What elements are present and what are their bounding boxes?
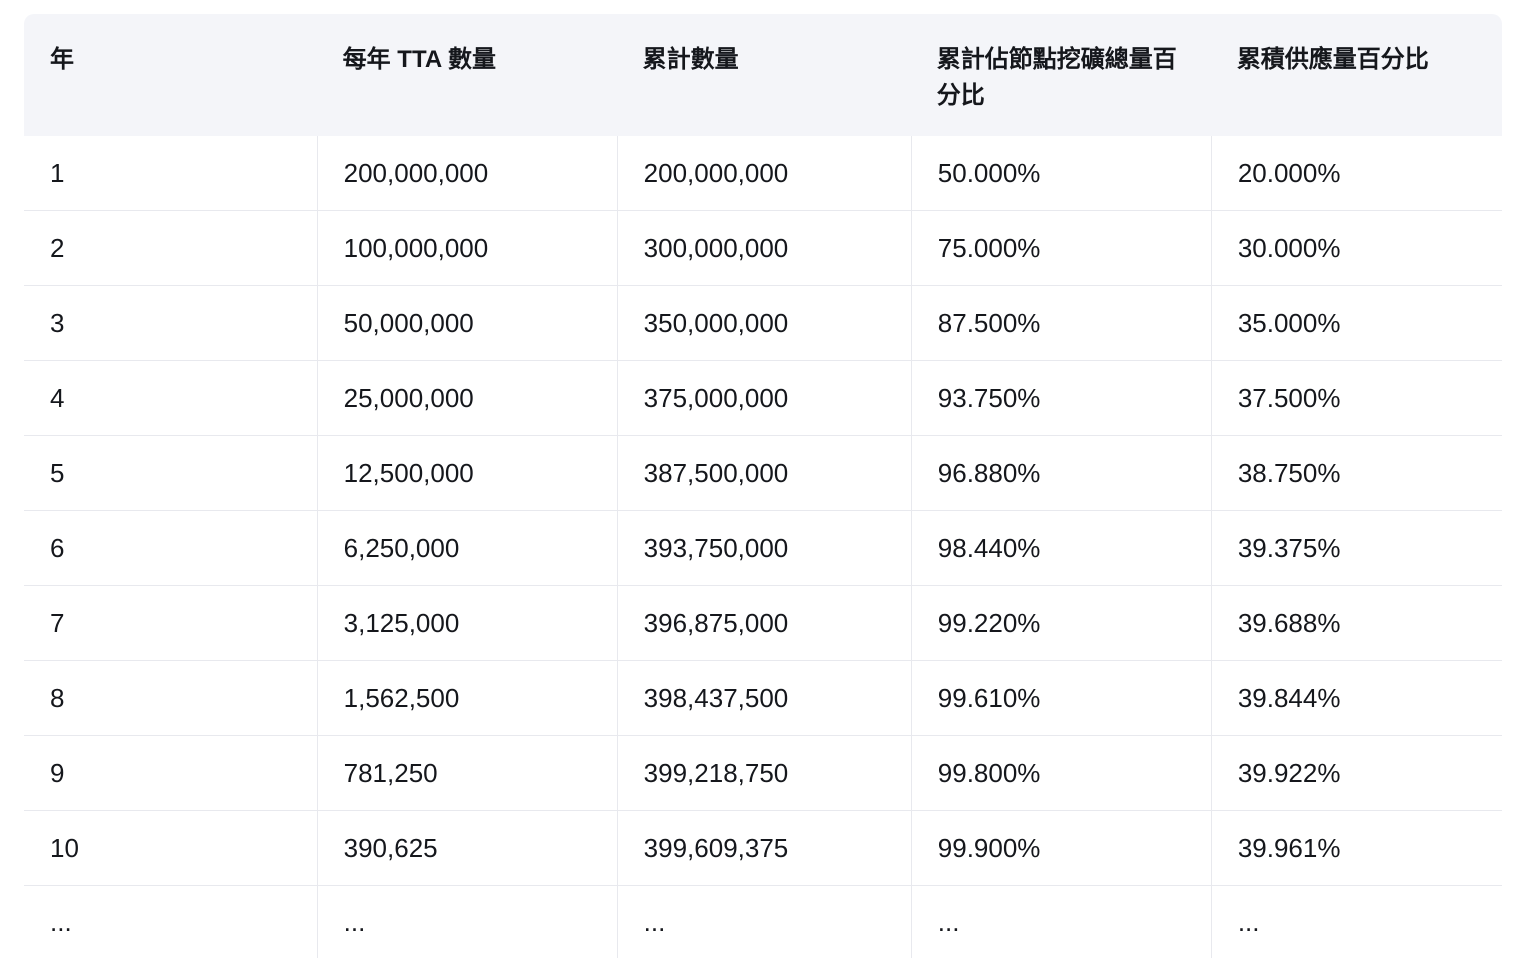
column-header-annual-tta-amount: 每年 TTA 數量 — [316, 14, 617, 136]
cell-annual-tta-amount: 6,250,000 — [316, 511, 617, 586]
cell-annual-tta-amount: 390,625 — [316, 811, 617, 886]
cell-year: 1 — [24, 136, 317, 211]
cell-annual-tta-amount: 3,125,000 — [316, 586, 617, 661]
cell-cumulative-supply-percent: 20.000% — [1210, 136, 1502, 211]
cell-cumulative-supply-percent: 30.000% — [1210, 211, 1502, 286]
cell-annual-tta-amount: 200,000,000 — [316, 136, 617, 211]
token-release-table: 年 每年 TTA 數量 累計數量 累計佔節點挖礦總量百分比 累積供應量百分比 1… — [24, 14, 1502, 958]
cell-year: 4 — [24, 361, 317, 436]
cell-cumulative-supply-percent: 38.750% — [1210, 436, 1502, 511]
cell-year: 8 — [24, 661, 317, 736]
cell-cumulative-supply-percent: 37.500% — [1210, 361, 1502, 436]
cell-cumulative-amount: ... — [616, 886, 911, 958]
cell-cumulative-node-mining-percent: 99.610% — [910, 661, 1211, 736]
cell-cumulative-supply-percent: 39.688% — [1210, 586, 1502, 661]
table-row: 9 781,250 399,218,750 99.800% 39.922% — [24, 736, 1502, 811]
cell-cumulative-node-mining-percent: 75.000% — [910, 211, 1211, 286]
table-body: 1 200,000,000 200,000,000 50.000% 20.000… — [24, 136, 1502, 958]
cell-cumulative-amount: 399,609,375 — [616, 811, 911, 886]
cell-cumulative-node-mining-percent: 98.440% — [910, 511, 1211, 586]
cell-cumulative-node-mining-percent: 99.900% — [910, 811, 1211, 886]
cell-year: 7 — [24, 586, 317, 661]
cell-annual-tta-amount: 50,000,000 — [316, 286, 617, 361]
cell-cumulative-supply-percent: 35.000% — [1210, 286, 1502, 361]
column-header-cumulative-amount: 累計數量 — [616, 14, 911, 136]
cell-cumulative-node-mining-percent: 87.500% — [910, 286, 1211, 361]
table-row: 6 6,250,000 393,750,000 98.440% 39.375% — [24, 511, 1502, 586]
cell-cumulative-amount: 393,750,000 — [616, 511, 911, 586]
cell-annual-tta-amount: ... — [316, 886, 617, 958]
cell-annual-tta-amount: 100,000,000 — [316, 211, 617, 286]
cell-cumulative-amount: 300,000,000 — [616, 211, 911, 286]
cell-cumulative-amount: 375,000,000 — [616, 361, 911, 436]
table-row: 4 25,000,000 375,000,000 93.750% 37.500% — [24, 361, 1502, 436]
cell-cumulative-amount: 399,218,750 — [616, 736, 911, 811]
cell-annual-tta-amount: 1,562,500 — [316, 661, 617, 736]
cell-annual-tta-amount: 25,000,000 — [316, 361, 617, 436]
cell-cumulative-supply-percent: 39.961% — [1210, 811, 1502, 886]
cell-cumulative-node-mining-percent: 50.000% — [910, 136, 1211, 211]
column-header-cumulative-node-mining-percent: 累計佔節點挖礦總量百分比 — [910, 14, 1211, 136]
table-row: 7 3,125,000 396,875,000 99.220% 39.688% — [24, 586, 1502, 661]
cell-cumulative-node-mining-percent: 99.220% — [910, 586, 1211, 661]
cell-annual-tta-amount: 12,500,000 — [316, 436, 617, 511]
table-header-row: 年 每年 TTA 數量 累計數量 累計佔節點挖礦總量百分比 累積供應量百分比 — [24, 14, 1502, 136]
table-row: 1 200,000,000 200,000,000 50.000% 20.000… — [24, 136, 1502, 211]
cell-cumulative-supply-percent: 39.375% — [1210, 511, 1502, 586]
table-row: 2 100,000,000 300,000,000 75.000% 30.000… — [24, 211, 1502, 286]
cell-cumulative-amount: 396,875,000 — [616, 586, 911, 661]
cell-cumulative-amount: 398,437,500 — [616, 661, 911, 736]
cell-cumulative-amount: 350,000,000 — [616, 286, 911, 361]
cell-annual-tta-amount: 781,250 — [316, 736, 617, 811]
cell-year: 9 — [24, 736, 317, 811]
cell-year: ... — [50, 906, 72, 937]
column-header-year: 年 — [24, 14, 317, 136]
cell-cumulative-supply-percent: ... — [1210, 886, 1502, 958]
table-header: 年 每年 TTA 數量 累計數量 累計佔節點挖礦總量百分比 累積供應量百分比 — [24, 14, 1502, 136]
table-row-ellipsis: ... ... ... ... ... — [24, 886, 1502, 958]
table-row: 5 12,500,000 387,500,000 96.880% 38.750% — [24, 436, 1502, 511]
cell-cumulative-node-mining-percent: ... — [910, 886, 1211, 958]
cell-cumulative-supply-percent: 39.844% — [1210, 661, 1502, 736]
cell-year: 2 — [24, 211, 317, 286]
cell-cumulative-amount: 387,500,000 — [616, 436, 911, 511]
cell-cumulative-amount: 200,000,000 — [616, 136, 911, 211]
table-row: 3 50,000,000 350,000,000 87.500% 35.000% — [24, 286, 1502, 361]
cell-cumulative-node-mining-percent: 93.750% — [910, 361, 1211, 436]
cell-year: 10 — [24, 811, 317, 886]
cell-cumulative-supply-percent: 39.922% — [1210, 736, 1502, 811]
cell-year: 5 — [24, 436, 317, 511]
table-row: 10 390,625 399,609,375 99.900% 39.961% — [24, 811, 1502, 886]
column-header-cumulative-supply-percent: 累積供應量百分比 — [1210, 14, 1502, 136]
cell-year: 3 — [24, 286, 317, 361]
cell-cumulative-node-mining-percent: 96.880% — [910, 436, 1211, 511]
table-row: 8 1,562,500 398,437,500 99.610% 39.844% — [24, 661, 1502, 736]
cell-year: 6 — [24, 511, 317, 586]
cell-cumulative-node-mining-percent: 99.800% — [910, 736, 1211, 811]
